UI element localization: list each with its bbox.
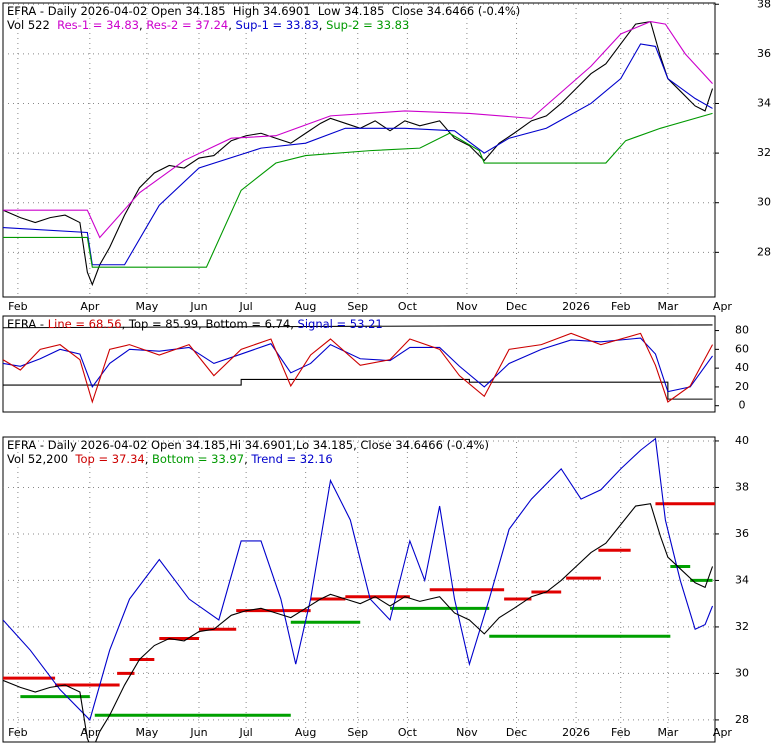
series-line (3, 20, 714, 287)
y-tick-label: 40 (735, 361, 749, 374)
header-item: Res-2 = 37.24 (146, 18, 228, 32)
x-tick-label: Jun (189, 300, 207, 313)
header-line: Vol 522 Res-1 = 34.83, Res-2 = 37.24, Su… (7, 18, 409, 32)
y-tick-label: 60 (735, 342, 749, 355)
x-tick-label: May (136, 300, 159, 313)
y-tick-label: 20 (735, 380, 749, 393)
header-item: , Top = 85.99, Bottom = 6.74, (122, 317, 298, 331)
x-tick-label: Mar (657, 300, 678, 313)
x-tick-label: Feb (611, 300, 630, 313)
header-item: Sup-2 = 33.83 (326, 18, 409, 32)
x-tick-label: Jul (238, 726, 252, 739)
y-tick-label: 38 (757, 0, 771, 10)
x-tick-label: Dec (506, 726, 527, 739)
x-tick-label: 2026 (562, 300, 590, 313)
x-tick-label: Nov (456, 300, 478, 313)
panel-frame (2, 2, 716, 298)
header-item: Signal = 53.21 (298, 317, 383, 331)
header-item: Bottom = 33.97 (152, 452, 244, 466)
header-item: EFRA - (7, 317, 48, 331)
y-tick-label: 0 (739, 399, 746, 412)
series-line (3, 378, 713, 400)
header-line: EFRA - Daily 2026-04-02 Open 34.185,Hi 3… (7, 438, 489, 452)
x-tick-label: Apr (80, 726, 100, 739)
header-item: Vol 52,200 (7, 452, 75, 466)
y-tick-label: 28 (735, 713, 749, 726)
y-tick-label: 34 (735, 573, 749, 586)
x-tick-label: Aug (295, 726, 316, 739)
header-line: EFRA - Daily 2026-04-02 Open 34.185 High… (7, 4, 520, 18)
x-tick-label: Sep (347, 300, 368, 313)
header-item: EFRA - Daily 2026-04-02 Open 34.185,Hi 3… (7, 438, 489, 452)
header-item: Sup-1 = 33.83 (236, 18, 319, 32)
y-tick-label: 36 (757, 47, 771, 60)
header-item: , (139, 18, 146, 32)
x-tick-label: Nov (456, 726, 478, 739)
series-line (3, 43, 713, 266)
series-line (3, 112, 713, 268)
series-line (3, 21, 713, 239)
x-tick-label: Apr (713, 726, 733, 739)
header-item: , (244, 452, 251, 466)
x-tick-label: Dec (506, 300, 527, 313)
x-tick-label: Jun (189, 726, 207, 739)
header-item: , (228, 18, 235, 32)
x-tick-label: Sep (347, 726, 368, 739)
header-item: , (145, 452, 152, 466)
header-line: EFRA - Line = 68.56, Top = 85.99, Bottom… (7, 317, 383, 331)
x-tick-label: May (136, 726, 159, 739)
y-tick-label: 80 (735, 324, 749, 337)
x-tick-label: Feb (8, 300, 27, 313)
x-tick-label: 2026 (562, 726, 590, 739)
y-tick-label: 30 (757, 196, 771, 209)
series-line (3, 332, 714, 404)
x-tick-label: Oct (398, 300, 418, 313)
x-tick-label: Mar (657, 726, 678, 739)
y-tick-label: 32 (735, 620, 749, 633)
header-item: Line = 68.56 (48, 317, 122, 331)
y-tick-label: 30 (735, 666, 749, 679)
series-line (3, 437, 714, 721)
series-line (3, 503, 714, 742)
header-item: , (319, 18, 326, 32)
x-tick-label: Oct (398, 726, 418, 739)
header-item: Trend = 32.16 (250, 452, 332, 466)
x-tick-label: Apr (713, 300, 733, 313)
header-item: Top = 37.34 (74, 452, 144, 466)
y-tick-label: 36 (735, 527, 749, 540)
header-item: Res-1 = 34.83 (57, 18, 139, 32)
y-tick-label: 34 (757, 96, 771, 109)
series-line (3, 324, 713, 329)
y-tick-label: 38 (735, 480, 749, 493)
header-item: Vol 522 (7, 18, 57, 32)
header-item: EFRA - Daily 2026-04-02 Open 34.185 High… (7, 4, 520, 18)
series-line (3, 337, 713, 393)
x-tick-label: Feb (8, 726, 27, 739)
x-tick-label: Feb (611, 726, 630, 739)
panel-frame (2, 315, 716, 413)
x-tick-label: Apr (80, 300, 100, 313)
y-tick-label: 32 (757, 146, 771, 159)
x-tick-label: Jul (238, 300, 252, 313)
header-line: Vol 52,200 Top = 37.34, Bottom = 33.97, … (7, 452, 333, 466)
y-tick-label: 40 (735, 434, 749, 447)
x-tick-label: Aug (295, 300, 316, 313)
y-tick-label: 28 (757, 245, 771, 258)
